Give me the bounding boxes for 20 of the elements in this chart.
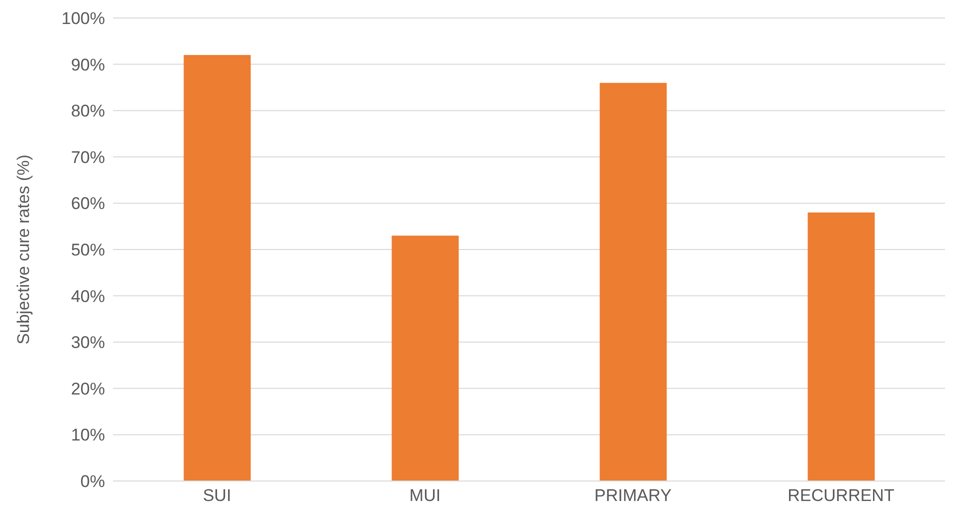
y-tick-label: 100% xyxy=(62,9,105,28)
x-tick-label: MUI xyxy=(409,486,441,506)
y-tick-label: 10% xyxy=(70,426,105,445)
bar xyxy=(392,236,459,481)
y-tick-label: 50% xyxy=(70,240,105,260)
y-tick-label: 0% xyxy=(80,472,105,492)
y-tick-label: 20% xyxy=(70,379,105,398)
y-tick-label: 40% xyxy=(70,286,105,306)
x-tick-label: RECURRENT xyxy=(788,486,894,506)
y-axis-title: Subjective cure rates (%) xyxy=(14,154,34,344)
y-tick-label: 60% xyxy=(70,194,105,214)
y-tick-label: 70% xyxy=(70,148,105,167)
x-tick-label: SUI xyxy=(202,486,232,506)
y-tick-label: 80% xyxy=(70,102,105,121)
bar xyxy=(184,55,251,481)
y-tick-label: 90% xyxy=(70,55,105,74)
y-tick-label: 30% xyxy=(70,333,105,352)
x-tick-label: PRIMARY xyxy=(594,486,672,506)
bar xyxy=(600,82,667,481)
bar xyxy=(808,212,875,481)
